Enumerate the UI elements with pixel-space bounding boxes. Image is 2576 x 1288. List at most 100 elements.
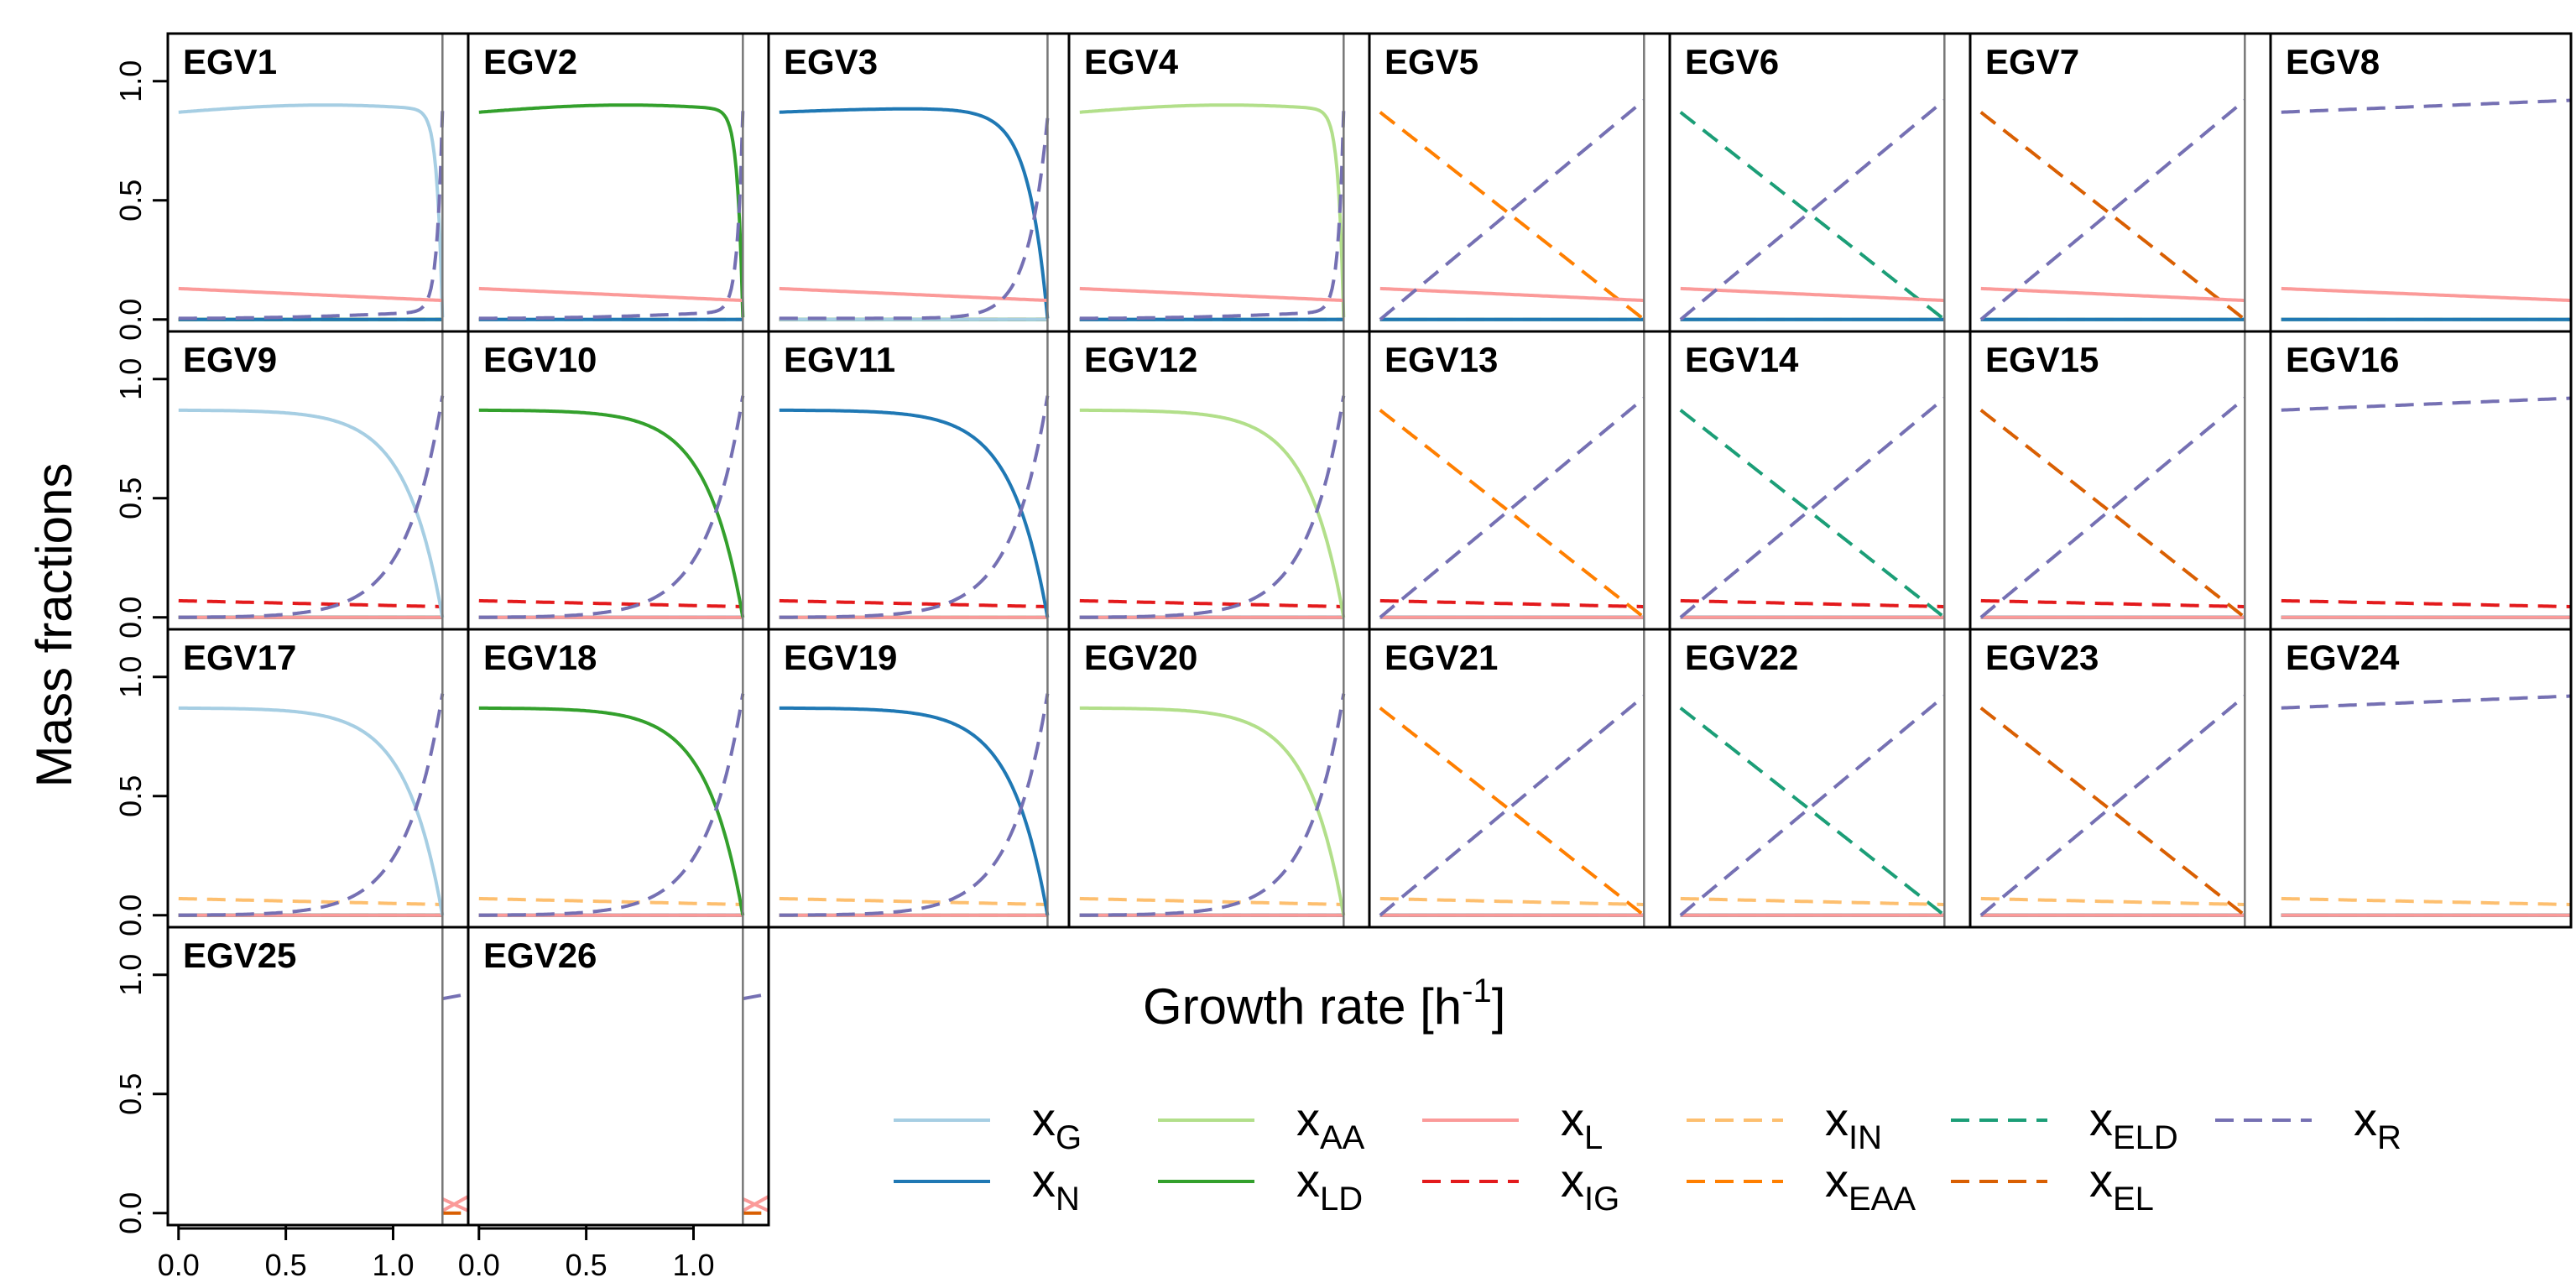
series-line-in <box>1680 896 1945 906</box>
series-line-l <box>1079 286 1344 303</box>
series-line-r <box>1679 396 1946 619</box>
panel-egv11: EGV11 <box>767 330 1071 631</box>
panel-egv15: EGV15 <box>1969 330 2272 631</box>
x-axis-label-end: ] <box>1492 978 1506 1035</box>
series-line-eld <box>1679 409 1946 619</box>
panel-title: EGV4 <box>1084 42 1179 81</box>
series-line-r <box>478 395 745 619</box>
series-line-ig <box>1680 598 1945 608</box>
panel-title: EGV13 <box>1384 340 1498 379</box>
legend-label: xLD <box>1296 1154 1363 1218</box>
x-tick-label: 1.0 <box>672 1248 714 1282</box>
y-tick-label: 0.5 <box>113 775 148 817</box>
series-line-r <box>1079 395 1346 619</box>
panel-title: EGV1 <box>183 42 277 81</box>
series-line-eld <box>1679 111 1946 321</box>
series-line-r <box>2281 98 2571 114</box>
panel-egv5: EGV5 <box>1368 32 1671 333</box>
panel-title: EGV2 <box>483 42 577 81</box>
series-line-r <box>1979 396 2246 619</box>
series-line-eaa <box>1379 111 1645 321</box>
series-line-in <box>1980 896 2245 906</box>
series-line-ig <box>1079 598 1344 608</box>
series-line-ld <box>478 706 745 916</box>
legend-item-ig: xIG <box>1422 1154 1619 1218</box>
panel-title: EGV24 <box>2286 638 2400 677</box>
series-line-ig <box>2281 598 2571 608</box>
panel-title: EGV10 <box>483 340 597 379</box>
panel-egv8: EGV8 <box>2269 32 2573 333</box>
panel-title: EGV16 <box>2286 340 2399 379</box>
panel-frame <box>467 926 770 1227</box>
legend-label: xAA <box>1296 1092 1365 1156</box>
legend-label: xN <box>1032 1154 1080 1218</box>
panel-title: EGV26 <box>483 936 597 975</box>
series-line-ig <box>178 598 443 608</box>
y-tick-label: 0.0 <box>113 1192 148 1234</box>
series-line-in <box>1079 896 1344 906</box>
panel-title: EGV7 <box>1985 42 2079 81</box>
legend-item-r: xR <box>2215 1092 2401 1156</box>
series-line-ig <box>478 598 743 608</box>
series-line-r <box>1679 98 1946 321</box>
series-line-in <box>478 896 743 906</box>
panel-egv14: EGV14 <box>1668 330 1972 631</box>
series-line-r <box>779 117 1050 321</box>
panel-title: EGV18 <box>483 638 597 677</box>
y-tick-label: 1.0 <box>113 60 148 102</box>
series-line-g <box>178 706 445 916</box>
series-line-ld <box>478 408 745 618</box>
panel-egv24: EGV24 <box>2269 628 2573 929</box>
series-line-r <box>178 693 445 917</box>
y-tick-label: 0.0 <box>113 299 148 341</box>
panel-egv2: EGV2 <box>467 32 770 333</box>
x-tick-label: 0.0 <box>158 1248 200 1282</box>
series-line-r <box>779 693 1050 917</box>
panel-egv13: EGV13 <box>1368 330 1671 631</box>
legend-label: xEAA <box>1825 1154 1916 1218</box>
series-line-in <box>178 896 443 906</box>
legend-label: xL <box>1561 1092 1603 1156</box>
series-line-r <box>441 992 468 1001</box>
y-tick-label: 0.5 <box>113 180 148 222</box>
y-tick-label: 0.5 <box>113 477 148 519</box>
series-line-r <box>742 992 769 1001</box>
series-line-l <box>1980 286 2245 303</box>
y-tick-label: 1.0 <box>113 358 148 400</box>
panel-title: EGV6 <box>1685 42 1779 81</box>
y-tick-label: 0.0 <box>113 597 148 639</box>
series-line-r <box>178 395 445 619</box>
legend-label: xEL <box>2089 1154 2154 1218</box>
series-line-aa <box>1079 103 1346 318</box>
series-line-r <box>1379 396 1645 619</box>
panel-egv26: EGV26 0.0 0.5 1.0 <box>458 926 770 1282</box>
legend-item-aa: xAA <box>1158 1092 1365 1156</box>
panel-title: EGV3 <box>784 42 878 81</box>
legend-item-eaa: xEAA <box>1687 1154 1916 1218</box>
panel-egv23: EGV23 <box>1969 628 2272 929</box>
series-line-aa <box>1079 408 1346 618</box>
series-line-l-branch <box>742 1195 769 1212</box>
panel-egv25: EGV25 0.0 0.5 1.0 0.0 0.5 1.0 <box>113 926 470 1282</box>
series-line-r <box>178 111 445 321</box>
series-line-g <box>178 103 445 318</box>
series-line-in <box>1379 896 1645 906</box>
panel-grid: EGV1 0.0 0.5 1.0 EGV2 EGV3 EGV4 EGV5 EGV6 EGV7 EGV… <box>113 32 2573 1282</box>
panel-egv19: EGV19 <box>767 628 1071 929</box>
legend-label: xIN <box>1825 1092 1882 1156</box>
y-tick-label: 1.0 <box>113 954 148 996</box>
x-tick-label: 0.0 <box>458 1248 500 1282</box>
panel-title: EGV17 <box>183 638 296 677</box>
x-axis-label: Growth rate [h-1] <box>1143 973 1505 1035</box>
legend-item-l: xL <box>1422 1092 1603 1156</box>
series-line-el <box>1979 707 2246 917</box>
panel-egv22: EGV22 <box>1668 628 1972 929</box>
x-axis-label-sup: -1 <box>1462 973 1492 1009</box>
legend-item-g: xG <box>894 1092 1082 1156</box>
series-line-r <box>1979 98 2246 321</box>
panel-egv20: EGV20 <box>1067 628 1371 929</box>
legend-label: xELD <box>2089 1092 2178 1156</box>
series-line-ig <box>1980 598 2245 608</box>
legend-item-in: xIN <box>1687 1092 1882 1156</box>
panel-title: EGV21 <box>1384 638 1498 677</box>
